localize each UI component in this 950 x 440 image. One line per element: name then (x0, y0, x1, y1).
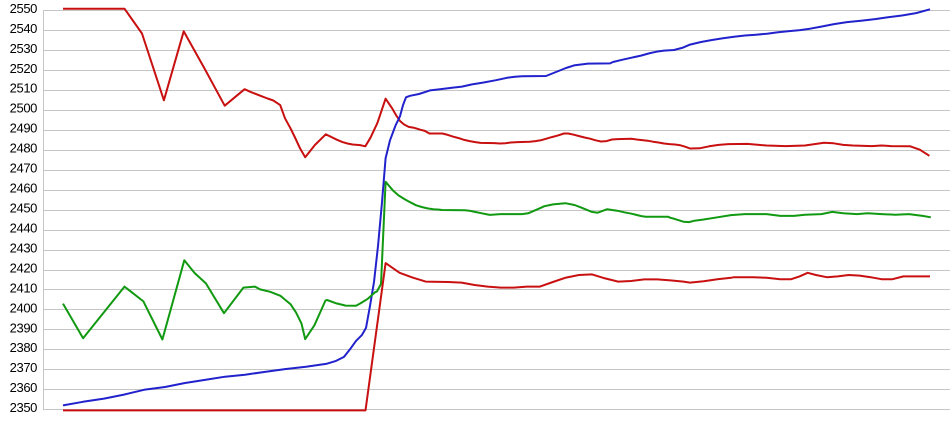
svg-text:2420: 2420 (10, 260, 37, 275)
svg-text:2440: 2440 (10, 221, 37, 236)
svg-text:2460: 2460 (10, 181, 37, 196)
svg-text:2550: 2550 (10, 1, 37, 16)
svg-text:2450: 2450 (10, 201, 37, 216)
svg-text:2510: 2510 (10, 81, 37, 96)
svg-text:2350: 2350 (10, 400, 37, 415)
svg-text:2390: 2390 (10, 320, 37, 335)
svg-text:2540: 2540 (10, 21, 37, 36)
svg-text:2400: 2400 (10, 300, 37, 315)
svg-text:2430: 2430 (10, 240, 37, 255)
svg-text:2370: 2370 (10, 360, 37, 375)
svg-text:2480: 2480 (10, 141, 37, 156)
svg-text:2530: 2530 (10, 41, 37, 56)
svg-text:2500: 2500 (10, 101, 37, 116)
svg-text:2470: 2470 (10, 161, 37, 176)
svg-text:2380: 2380 (10, 340, 37, 355)
svg-text:2360: 2360 (10, 380, 37, 395)
svg-text:2520: 2520 (10, 61, 37, 76)
svg-text:2410: 2410 (10, 280, 37, 295)
svg-text:2490: 2490 (10, 121, 37, 136)
